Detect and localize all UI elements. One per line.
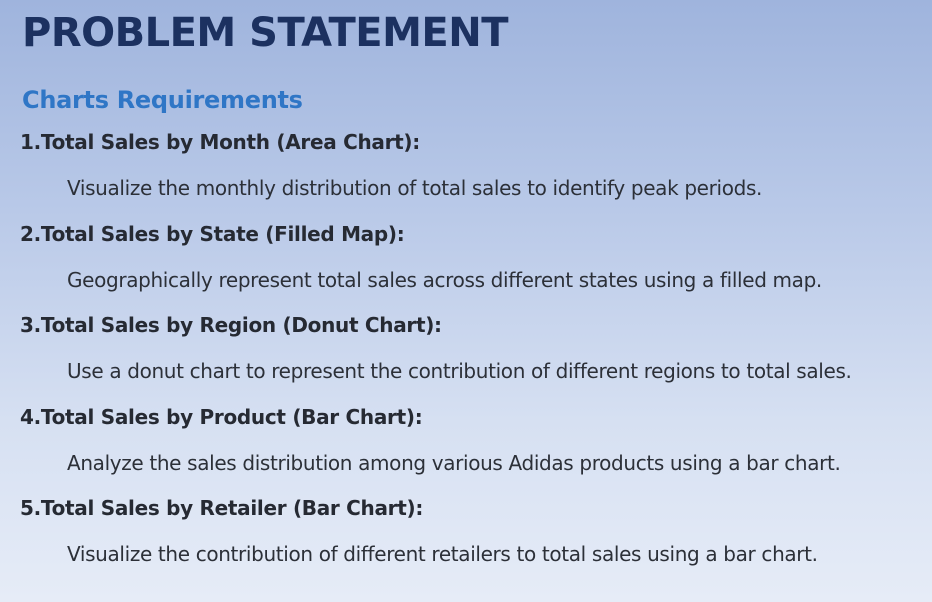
requirement-description: Use a donut chart to represent the contr…: [67, 359, 852, 383]
requirement-description: Visualize the monthly distribution of to…: [67, 176, 763, 200]
requirement-item: 1.Total Sales by Month (Area Chart): Vis…: [0, 130, 932, 222]
requirement-item: 3.Total Sales by Region (Donut Chart): U…: [0, 313, 932, 405]
requirement-heading: 5.Total Sales by Retailer (Bar Chart):: [20, 496, 424, 520]
slide-subtitle: Charts Requirements: [22, 86, 303, 114]
requirement-heading: 2.Total Sales by State (Filled Map):: [20, 221, 405, 246]
requirement-description: Analyze the sales distribution among var…: [67, 450, 841, 475]
requirement-heading: 1.Total Sales by Month (Area Chart):: [20, 130, 420, 154]
slide-title: PROBLEM STATEMENT: [22, 10, 509, 56]
requirement-description: Geographically represent total sales acr…: [67, 267, 822, 292]
requirement-heading: 4.Total Sales by Product (Bar Chart):: [20, 404, 423, 429]
requirement-item: 5.Total Sales by Retailer (Bar Chart): V…: [0, 496, 932, 588]
requirement-heading: 3.Total Sales by Region (Donut Chart):: [20, 313, 442, 337]
requirement-item: 4.Total Sales by Product (Bar Chart): An…: [0, 405, 932, 497]
requirement-description: Visualize the contribution of different …: [67, 542, 818, 566]
requirement-item: 2.Total Sales by State (Filled Map): Geo…: [0, 222, 932, 314]
requirements-list: 1.Total Sales by Month (Area Chart): Vis…: [0, 130, 932, 588]
